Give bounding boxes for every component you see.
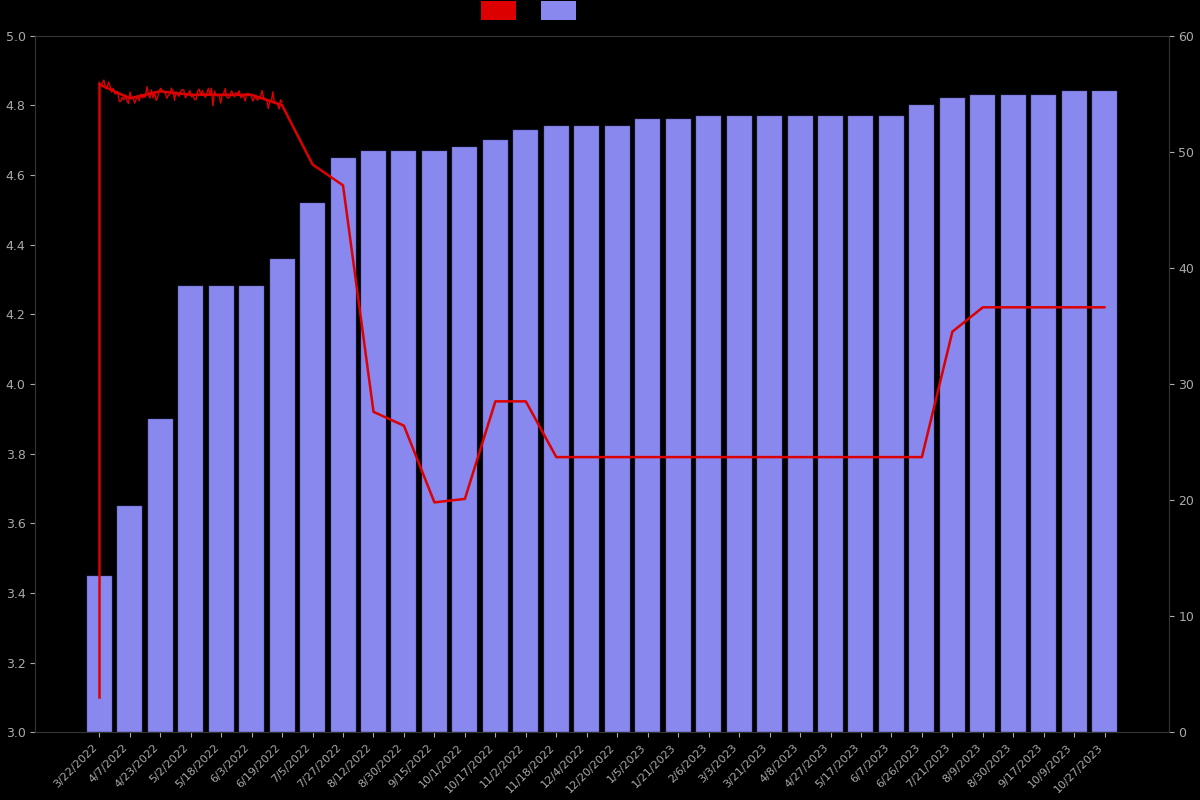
Bar [239, 286, 264, 732]
Bar [787, 116, 812, 732]
Bar [848, 116, 874, 732]
Bar [391, 150, 416, 732]
Legend: , : , [481, 1, 587, 20]
Bar [940, 98, 965, 732]
Bar [878, 116, 904, 732]
Bar [422, 150, 446, 732]
Bar [148, 418, 173, 732]
Bar [575, 126, 599, 732]
Bar [1001, 94, 1026, 732]
Bar [209, 286, 234, 732]
Bar [757, 116, 782, 732]
Bar [818, 116, 842, 732]
Bar [971, 94, 995, 732]
Bar [178, 286, 203, 732]
Bar [86, 575, 112, 732]
Bar [270, 258, 294, 732]
Bar [1092, 91, 1117, 732]
Bar [910, 106, 935, 732]
Bar [482, 140, 508, 732]
Bar [666, 119, 691, 732]
Bar [118, 506, 143, 732]
Bar [696, 116, 721, 732]
Bar [330, 158, 355, 732]
Bar [635, 119, 660, 732]
Bar [514, 130, 539, 732]
Bar [544, 126, 569, 732]
Bar [361, 150, 386, 732]
Bar [1031, 94, 1056, 732]
Bar [300, 202, 325, 732]
Bar [452, 147, 478, 732]
Bar [727, 116, 751, 732]
Bar [605, 126, 630, 732]
Bar [1062, 91, 1087, 732]
